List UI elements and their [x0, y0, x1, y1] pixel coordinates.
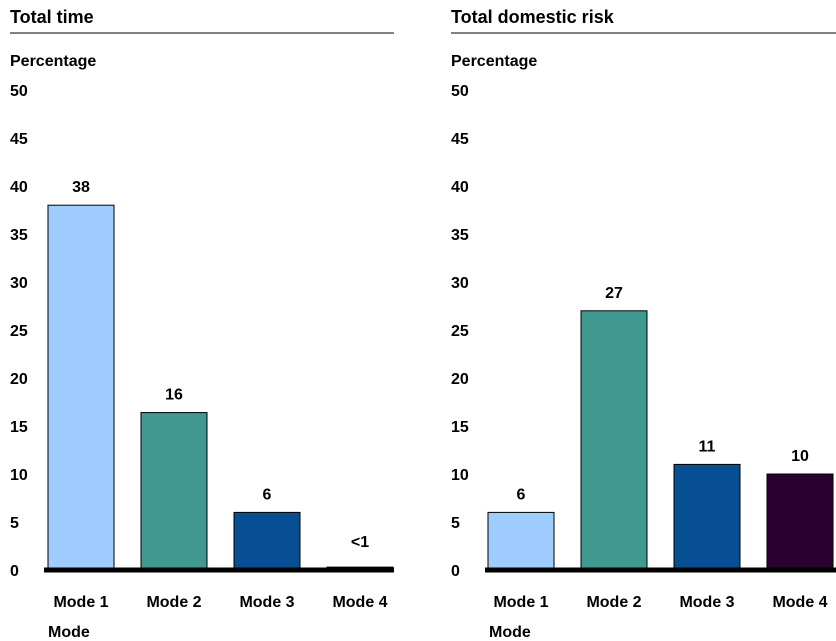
bar: [47, 204, 115, 571]
x-axis-label: Mode: [48, 624, 90, 641]
chart-title: Total time: [10, 7, 94, 27]
y-tick-label: 20: [10, 371, 28, 388]
bar-value-label: 11: [699, 438, 716, 455]
bar: [673, 463, 741, 571]
bar-value-label: 6: [517, 486, 526, 503]
bar: [140, 412, 208, 571]
x-tick-label: Mode 1: [53, 594, 108, 611]
y-tick-label: 45: [10, 131, 28, 148]
bar: [766, 473, 834, 571]
y-tick-label: 50: [10, 83, 28, 100]
x-tick-label: Mode 3: [239, 594, 294, 611]
bar-value-label: 27: [605, 285, 623, 302]
bar: [487, 511, 555, 571]
y-tick-label: 45: [451, 131, 469, 148]
bar: [233, 511, 301, 571]
bar: [580, 310, 648, 571]
x-tick-label: Mode 3: [679, 594, 734, 611]
y-tick-label: 0: [10, 563, 19, 580]
y-tick-label: 5: [451, 515, 460, 532]
y-tick-label: 15: [10, 419, 28, 436]
y-tick-label: 10: [10, 467, 28, 484]
y-tick-label: 25: [451, 323, 469, 340]
bar-value-label: <1: [351, 534, 369, 551]
bar-value-label: 6: [263, 486, 272, 503]
y-tick-label: 35: [451, 227, 469, 244]
bar-value-label: 10: [791, 448, 809, 465]
y-tick-label: 30: [10, 275, 28, 292]
y-tick-label: 50: [451, 83, 469, 100]
x-tick-label: Mode 2: [146, 594, 201, 611]
y-axis-label: Percentage: [10, 53, 96, 70]
y-tick-label: 20: [451, 371, 469, 388]
y-tick-label: 15: [451, 419, 469, 436]
bar-value-label: 16: [165, 387, 183, 404]
y-tick-label: 25: [10, 323, 28, 340]
y-tick-label: 0: [451, 563, 460, 580]
x-tick-label: Mode 4: [332, 594, 387, 611]
x-tick-label: Mode 2: [586, 594, 641, 611]
y-tick-label: 5: [10, 515, 19, 532]
x-tick-label: Mode 1: [493, 594, 548, 611]
y-tick-label: 40: [10, 179, 28, 196]
x-tick-label: Mode 4: [772, 594, 827, 611]
y-tick-label: 30: [451, 275, 469, 292]
x-axis-label: Mode: [489, 624, 531, 641]
y-axis-label: Percentage: [451, 53, 537, 70]
y-tick-label: 40: [451, 179, 469, 196]
y-tick-label: 35: [10, 227, 28, 244]
chart-title: Total domestic risk: [451, 7, 615, 27]
bar-value-label: 38: [72, 179, 90, 196]
y-tick-label: 10: [451, 467, 469, 484]
